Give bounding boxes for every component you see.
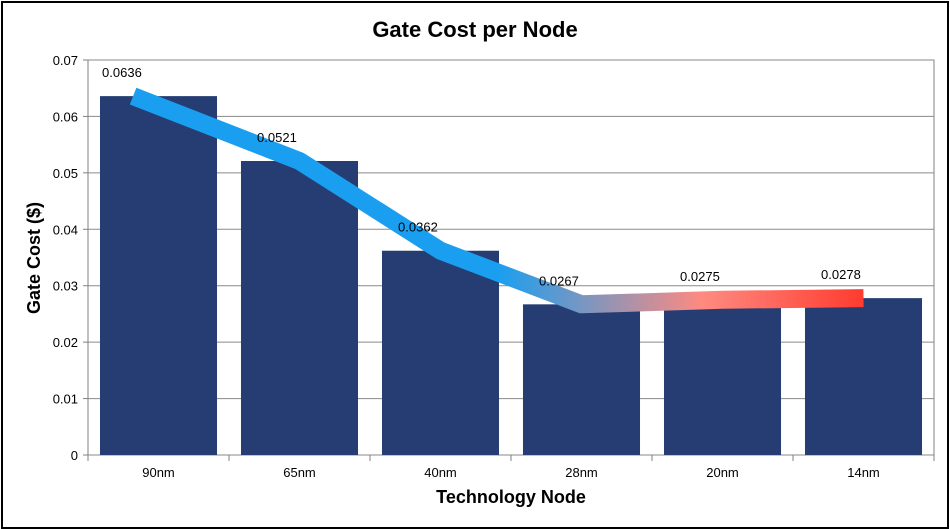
- chart-title: Gate Cost per Node: [372, 17, 577, 42]
- y-tick-label: 0.01: [53, 392, 78, 407]
- y-tick-label: 0.05: [53, 166, 78, 181]
- trend-ribbon: [129, 87, 864, 314]
- x-tick-label-65nm: 65nm: [283, 465, 316, 480]
- x-tick-label-40nm: 40nm: [424, 465, 457, 480]
- data-label-90nm: 0.0636: [102, 65, 142, 80]
- data-label-14nm: 0.0278: [821, 267, 861, 282]
- y-tick-label: 0.03: [53, 279, 78, 294]
- y-tick-label: 0.02: [53, 335, 78, 350]
- bar-90nm: [99, 96, 218, 455]
- y-tick-label: 0: [71, 448, 78, 463]
- y-tick-label: 0.06: [53, 109, 78, 124]
- bar-28nm: [522, 304, 641, 455]
- y-tick-label: 0.04: [53, 222, 78, 237]
- y-axis-title: Gate Cost ($): [24, 202, 44, 314]
- x-tick-label-14nm: 14nm: [847, 465, 880, 480]
- data-label-40nm: 0.0362: [398, 220, 438, 235]
- x-tick-label-20nm: 20nm: [706, 465, 739, 480]
- data-label-20nm: 0.0275: [680, 269, 720, 284]
- bar-40nm: [381, 250, 500, 455]
- y-tick-label: 0.07: [53, 53, 78, 68]
- bar-14nm: [804, 298, 923, 455]
- x-axis-title: Technology Node: [436, 487, 586, 507]
- data-label-65nm: 0.0521: [257, 130, 297, 145]
- bar-65nm: [240, 161, 359, 455]
- x-tick-label-28nm: 28nm: [565, 465, 598, 480]
- bar-20nm: [663, 299, 782, 455]
- x-tick-label-90nm: 90nm: [142, 465, 175, 480]
- data-label-28nm: 0.0267: [539, 273, 579, 288]
